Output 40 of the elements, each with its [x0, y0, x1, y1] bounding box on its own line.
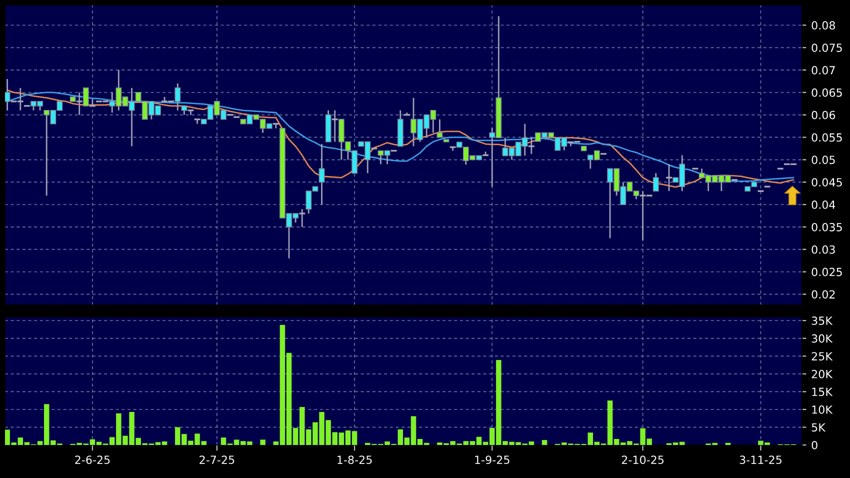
y-tick-label: 5K [812, 423, 826, 432]
y-tick-label: 0.035 [812, 222, 842, 232]
y-tick-label: 0.065 [812, 88, 842, 97]
y-tick-label: 35K [812, 316, 833, 325]
y-tick-label: 0.02 [812, 290, 835, 299]
y-tick-label: 0 [812, 440, 818, 450]
y-tick-label: 0.045 [812, 178, 842, 187]
y-tick-label: 0.08 [812, 21, 836, 30]
y-tick-label: 0.025 [812, 268, 842, 276]
candlestick [331, 110, 339, 142]
x-tick-label: 2-10-25 [622, 456, 664, 464]
candlestick [482, 150, 490, 156]
y-tick-label: 15K [812, 388, 833, 396]
y-tick-label: 0.07 [812, 66, 835, 74]
candlestick [318, 143, 325, 206]
y-tick-label: 0.075 [812, 44, 842, 52]
candlestick [272, 123, 280, 130]
x-tick-label: 2-7-25 [200, 456, 234, 464]
candlestick [652, 172, 659, 192]
x-tick-label: 3-11-25 [740, 456, 782, 464]
candlestick [665, 164, 673, 192]
candlestick [298, 208, 306, 228]
y-tick-label: 0.06 [812, 110, 836, 120]
y-tick-label: 30K [812, 334, 833, 343]
candlestick [528, 137, 536, 155]
candlestick [76, 92, 84, 116]
bar [260, 440, 266, 445]
y-tick-label: 0.04 [812, 200, 836, 209]
candlestick [83, 88, 89, 106]
bar [542, 440, 548, 445]
y-tick-label: 0.03 [812, 245, 835, 254]
y-tick-label: 25K [812, 352, 833, 360]
candlestick [436, 118, 443, 138]
y-tick-label: 0.055 [812, 133, 842, 142]
y-tick-label: 20K [812, 370, 833, 378]
x-tick-label: 1-8-25 [338, 456, 372, 464]
y-tick-label: 10K [812, 405, 833, 414]
y-tick-label: 0.05 [812, 156, 835, 164]
x-tick-label: 2-6-25 [75, 456, 110, 464]
x-tick-label: 1-9-25 [475, 456, 510, 464]
